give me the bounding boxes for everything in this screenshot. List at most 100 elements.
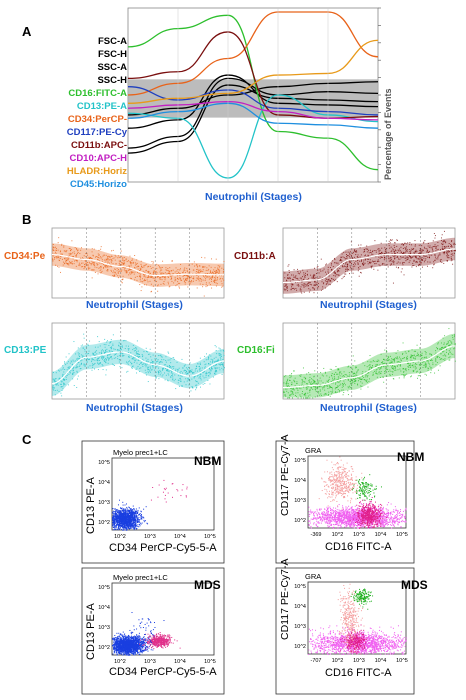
b2-dot — [356, 251, 358, 253]
panel-letter-c: C — [22, 432, 32, 447]
b4-dot — [324, 389, 326, 391]
b1-dot — [156, 267, 158, 269]
b2-dot — [347, 251, 349, 253]
b3-dot — [136, 367, 138, 369]
b2-dot — [286, 290, 288, 292]
b3-dot — [101, 353, 103, 355]
b1-dot — [76, 260, 78, 262]
b1-dot — [152, 261, 154, 263]
b2-dot — [400, 257, 402, 259]
b1-dot — [109, 259, 111, 261]
b3-dot — [108, 359, 110, 361]
b1-dot — [122, 262, 124, 264]
b1-dot — [146, 277, 148, 279]
b3-dot — [137, 353, 139, 355]
b3-dot — [204, 383, 206, 385]
b1-dot — [193, 276, 195, 278]
b2-dot — [412, 256, 414, 258]
b3-dot — [60, 380, 62, 382]
b3-dot — [112, 344, 114, 346]
b3-dot — [163, 367, 165, 369]
b2-dot — [333, 275, 335, 277]
b2-dot — [345, 261, 347, 263]
b3-dot — [157, 359, 159, 361]
b3-dot — [189, 371, 191, 373]
b3-dot — [207, 359, 209, 361]
b3-dot — [158, 371, 160, 373]
c1-event — [113, 526, 115, 528]
b1-dot — [69, 247, 71, 249]
c1-event — [126, 506, 128, 508]
b2-dot — [390, 239, 392, 241]
b3-dot — [72, 373, 74, 375]
b2-dot — [297, 283, 299, 285]
c3-ytick: 10^5 — [98, 585, 110, 591]
b1-dot — [206, 267, 208, 269]
b1-dot — [123, 269, 125, 271]
b1-dot — [187, 272, 189, 274]
b1-dot — [114, 254, 116, 256]
b3-dot — [104, 338, 106, 340]
b2-dot — [372, 253, 374, 255]
b2-dot — [381, 252, 383, 254]
b3-dot — [105, 351, 107, 353]
b3-dot — [94, 351, 96, 353]
b3-dot — [149, 369, 151, 371]
b2-dot — [286, 287, 288, 289]
b1-dot — [183, 268, 185, 270]
b1-dot — [143, 276, 145, 278]
b3-dot — [149, 366, 151, 368]
b2-dot — [320, 289, 322, 291]
b1-dot — [105, 258, 107, 260]
b3-dot — [173, 380, 175, 382]
b1-dot — [186, 280, 188, 282]
b1-dot — [61, 258, 63, 260]
b1-dot — [63, 245, 65, 247]
b3-dot — [150, 362, 152, 364]
b3-dot — [92, 353, 94, 355]
b1-dot — [122, 258, 124, 260]
b3-dot — [209, 373, 211, 375]
b2-dot — [296, 289, 298, 291]
b2-dot — [350, 268, 352, 270]
b2-dot — [408, 252, 410, 254]
b1-dot — [157, 284, 159, 286]
b2-dot — [421, 251, 423, 253]
c1-event — [113, 520, 115, 522]
c1-event — [145, 506, 147, 508]
b1-dot — [193, 261, 195, 263]
b3-dot — [111, 358, 113, 360]
b2-dot — [414, 240, 416, 242]
b2-dot — [313, 288, 315, 290]
b2-dot — [403, 262, 405, 264]
b2-dot — [348, 260, 350, 262]
b1-dot — [73, 263, 75, 265]
b3-dot — [145, 366, 147, 368]
b1-dot — [141, 266, 143, 268]
b3-dot — [105, 360, 107, 362]
b1-dot — [214, 267, 216, 269]
b1-dot — [96, 256, 98, 258]
b4-dot — [453, 334, 455, 336]
b3-dot — [210, 367, 212, 369]
b3-dot — [147, 368, 149, 370]
b3-dot — [189, 362, 191, 364]
b1-dot — [184, 270, 186, 272]
b1-dot — [143, 274, 145, 276]
b2-dot — [379, 257, 381, 259]
b1-dot — [142, 270, 144, 272]
c1-event — [113, 527, 115, 529]
b3-dot — [71, 364, 73, 366]
b1-dot — [94, 262, 96, 264]
c1-event — [115, 514, 117, 516]
b1-dot — [197, 268, 199, 270]
b1-dot — [195, 272, 197, 274]
b3-dot — [139, 367, 141, 369]
b1-dot — [68, 247, 70, 249]
b3-dot — [149, 370, 151, 372]
b2-dot — [330, 264, 332, 266]
c1-event — [125, 522, 127, 524]
b3-dot — [62, 376, 64, 378]
b2-dot — [414, 245, 416, 247]
b2-dot — [333, 270, 335, 272]
